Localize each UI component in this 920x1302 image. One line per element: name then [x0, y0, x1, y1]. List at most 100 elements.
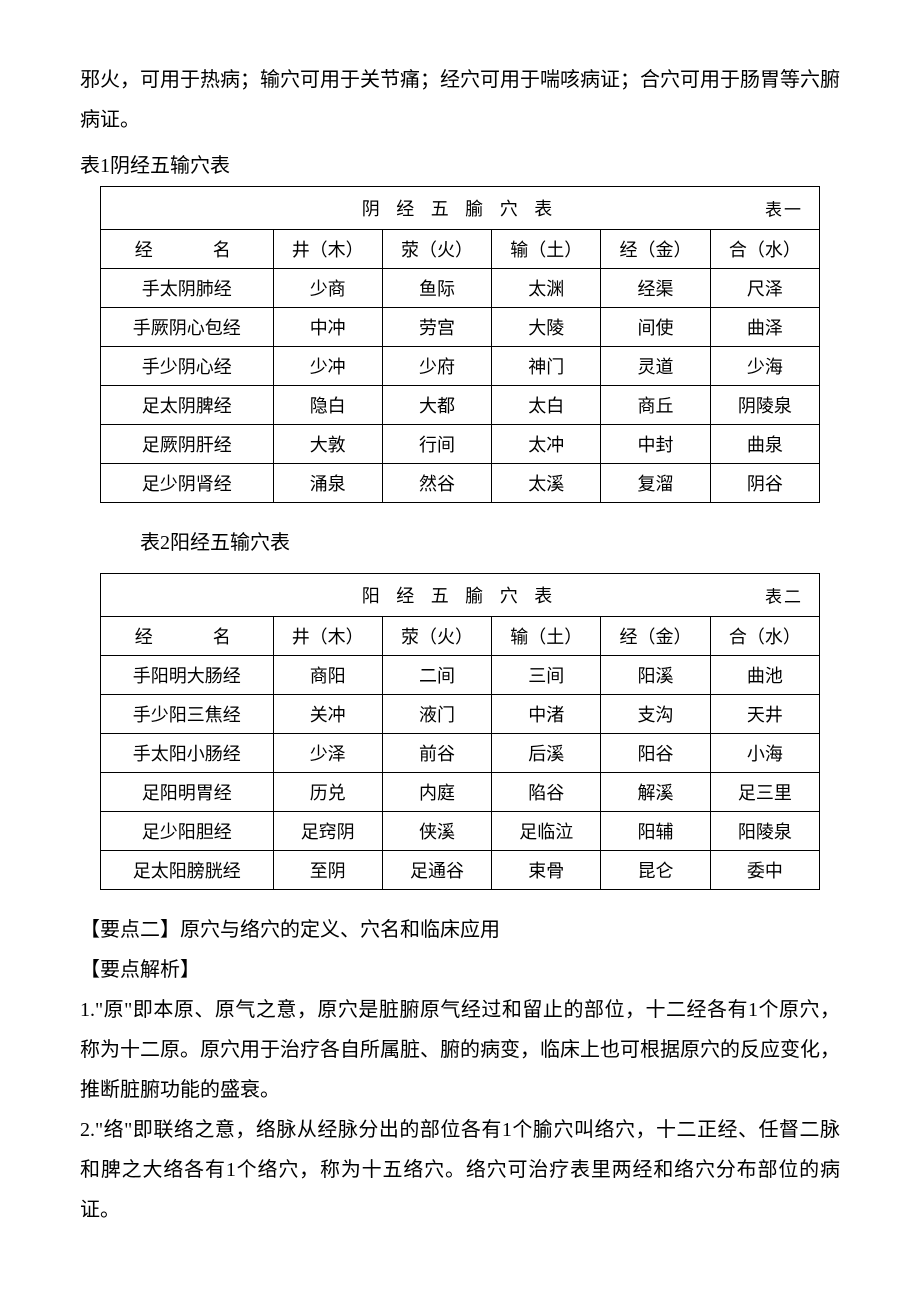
cell: 足三里 — [710, 773, 819, 812]
cell: 前谷 — [382, 734, 491, 773]
cell: 曲泽 — [710, 308, 819, 347]
cell: 陷谷 — [492, 773, 601, 812]
table1-container: 阴 经 五 腧 穴 表 表一 经 名 井（木） 荥（火） 输（土） 经（金） 合… — [80, 186, 840, 503]
cell: 鱼际 — [382, 269, 491, 308]
cell: 阴陵泉 — [710, 386, 819, 425]
table-row: 手少阴心经少冲少府神门灵道少海 — [101, 347, 820, 386]
cell: 隐白 — [273, 386, 382, 425]
table-row: 足少阴肾经涌泉然谷太溪复溜阴谷 — [101, 464, 820, 503]
table-row: 手厥阴心包经中冲劳宫大陵间使曲泽 — [101, 308, 820, 347]
col-header: 经（金） — [601, 617, 710, 656]
table-row: 足阳明胃经历兑内庭陷谷解溪足三里 — [101, 773, 820, 812]
point2-section: 【要点二】原穴与络穴的定义、穴名和临床应用 【要点解析】 1."原"即本原、原气… — [80, 910, 840, 1230]
cell: 尺泽 — [710, 269, 819, 308]
col-header: 井（木） — [273, 617, 382, 656]
table-row: 足太阳膀胱经至阴足通谷束骨昆仑委中 — [101, 851, 820, 890]
cell: 三间 — [492, 656, 601, 695]
cell: 足窍阴 — [273, 812, 382, 851]
point2-p2: 2."络"即联络之意，络脉从经脉分出的部位各有1个腧穴叫络穴，十二正经、任督二脉… — [80, 1110, 840, 1230]
cell: 太白 — [492, 386, 601, 425]
cell: 大敦 — [273, 425, 382, 464]
table2-label: 表2阳经五输穴表 — [80, 523, 840, 563]
cell: 经渠 — [601, 269, 710, 308]
table-row: 手阳明大肠经商阳二间三间阳溪曲池 — [101, 656, 820, 695]
table-header-row: 经 名 井（木） 荥（火） 输（土） 经（金） 合（水） — [101, 230, 820, 269]
cell: 阳谷 — [601, 734, 710, 773]
cell: 足少阴肾经 — [101, 464, 274, 503]
table2-title-cell: 阳 经 五 腧 穴 表 表二 — [101, 574, 820, 617]
cell: 手少阴心经 — [101, 347, 274, 386]
cell: 曲池 — [710, 656, 819, 695]
table1-title-cell: 阴 经 五 腧 穴 表 表一 — [101, 187, 820, 230]
cell: 涌泉 — [273, 464, 382, 503]
cell: 天井 — [710, 695, 819, 734]
cell: 手太阳小肠经 — [101, 734, 274, 773]
cell: 然谷 — [382, 464, 491, 503]
cell: 手厥阴心包经 — [101, 308, 274, 347]
cell: 小海 — [710, 734, 819, 773]
cell: 手太阴肺经 — [101, 269, 274, 308]
col-header: 荥（火） — [382, 617, 491, 656]
table1-title: 阴 经 五 腧 穴 表 — [362, 195, 559, 221]
point2-subtitle: 【要点解析】 — [80, 950, 840, 990]
cell: 至阴 — [273, 851, 382, 890]
cell: 行间 — [382, 425, 491, 464]
cell: 足阳明胃经 — [101, 773, 274, 812]
intro-paragraph: 邪火，可用于热病；输穴可用于关节痛；经穴可用于喘咳病证；合穴可用于肠胃等六腑病证… — [80, 60, 840, 140]
cell: 少海 — [710, 347, 819, 386]
cell: 太冲 — [492, 425, 601, 464]
table-row: 手太阳小肠经少泽前谷后溪阳谷小海 — [101, 734, 820, 773]
cell: 昆仑 — [601, 851, 710, 890]
table1-tag: 表一 — [765, 196, 803, 221]
cell: 手阳明大肠经 — [101, 656, 274, 695]
cell: 少泽 — [273, 734, 382, 773]
cell: 劳宫 — [382, 308, 491, 347]
table-title-row: 阳 经 五 腧 穴 表 表二 — [101, 574, 820, 617]
cell: 阳溪 — [601, 656, 710, 695]
cell: 液门 — [382, 695, 491, 734]
table-row: 足少阳胆经足窍阴侠溪足临泣阳辅阳陵泉 — [101, 812, 820, 851]
table1-label: 表1阴经五输穴表 — [80, 146, 840, 186]
cell: 关冲 — [273, 695, 382, 734]
cell: 手少阳三焦经 — [101, 695, 274, 734]
table-row: 手少阳三焦经关冲液门中渚支沟天井 — [101, 695, 820, 734]
col-header: 输（土） — [492, 617, 601, 656]
cell: 二间 — [382, 656, 491, 695]
cell: 阴谷 — [710, 464, 819, 503]
table-row: 手太阴肺经少商鱼际太渊经渠尺泽 — [101, 269, 820, 308]
cell: 大陵 — [492, 308, 601, 347]
col-header: 经（金） — [601, 230, 710, 269]
table-row: 足太阴脾经隐白大都太白商丘阴陵泉 — [101, 386, 820, 425]
cell: 商丘 — [601, 386, 710, 425]
cell: 复溜 — [601, 464, 710, 503]
cell: 少府 — [382, 347, 491, 386]
table2-title: 阳 经 五 腧 穴 表 — [362, 582, 559, 608]
cell: 历兑 — [273, 773, 382, 812]
cell: 太溪 — [492, 464, 601, 503]
cell: 足少阳胆经 — [101, 812, 274, 851]
cell: 内庭 — [382, 773, 491, 812]
cell: 中渚 — [492, 695, 601, 734]
cell: 商阳 — [273, 656, 382, 695]
cell: 阳辅 — [601, 812, 710, 851]
cell: 曲泉 — [710, 425, 819, 464]
cell: 解溪 — [601, 773, 710, 812]
col-header: 合（水） — [710, 230, 819, 269]
cell: 足通谷 — [382, 851, 491, 890]
cell: 灵道 — [601, 347, 710, 386]
col-header: 荥（火） — [382, 230, 491, 269]
table-header-row: 经 名 井（木） 荥（火） 输（土） 经（金） 合（水） — [101, 617, 820, 656]
cell: 委中 — [710, 851, 819, 890]
cell: 间使 — [601, 308, 710, 347]
cell: 足临泣 — [492, 812, 601, 851]
col-header: 经 名 — [101, 617, 274, 656]
cell: 中冲 — [273, 308, 382, 347]
col-header: 输（土） — [492, 230, 601, 269]
cell: 束骨 — [492, 851, 601, 890]
yin-meridian-table: 阴 经 五 腧 穴 表 表一 经 名 井（木） 荥（火） 输（土） 经（金） 合… — [100, 186, 820, 503]
cell: 足厥阴肝经 — [101, 425, 274, 464]
cell: 少商 — [273, 269, 382, 308]
point2-p1: 1."原"即本原、原气之意，原穴是脏腑原气经过和留止的部位，十二经各有1个原穴，… — [80, 990, 840, 1110]
cell: 侠溪 — [382, 812, 491, 851]
cell: 阳陵泉 — [710, 812, 819, 851]
